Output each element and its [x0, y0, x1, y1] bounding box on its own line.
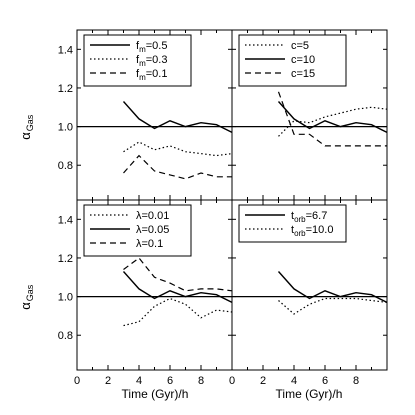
- legend: λ=0.01 λ=0.05 λ=0.1: [83, 204, 192, 257]
- legend-label: c=5: [291, 40, 309, 52]
- x-tick-label: 4: [291, 375, 297, 387]
- legend-label: λ=0.1: [136, 238, 163, 250]
- legend-box: [83, 34, 192, 87]
- legend-label: fm=0.5: [136, 40, 167, 54]
- legend-box: [83, 204, 192, 257]
- y-tick-label: 0.8: [58, 160, 73, 172]
- series-line: [123, 154, 232, 180]
- legend-label: torb=6.7: [291, 210, 327, 224]
- x-tick-label: 4: [136, 375, 142, 387]
- y-tick-label: 1.0: [58, 122, 73, 134]
- x-axis-label-left: Time (Gyr)/h: [122, 387, 189, 401]
- panel-top-right: c=5 c=10 c=15: [231, 29, 388, 201]
- legend-box: [238, 34, 347, 87]
- legend-label: c=15: [291, 68, 315, 80]
- series-line: [122, 101, 233, 134]
- panel-bottom-left: 0.8 1.0 1.2 1.4 0 2 4 6 8 λ=0.01 λ=0.05 λ=0.1: [58, 199, 233, 387]
- x-tick-label: 0: [74, 375, 80, 387]
- y-axis-label-main: α: [18, 132, 33, 140]
- legend: fm=0.5fm=0.3fm=0.1: [83, 34, 192, 87]
- legend: c=5 c=10 c=15: [238, 34, 347, 87]
- y-tick-label: 1.0: [58, 292, 73, 304]
- x-tick-label: 6: [322, 375, 328, 387]
- x-tick-label: 6: [167, 375, 173, 387]
- series-line: [278, 297, 388, 315]
- x-tick-label: 0: [229, 375, 235, 387]
- x-axis-label-right: Time (Gyr)/h: [276, 387, 343, 401]
- series-line: [277, 271, 388, 304]
- panels-layer: 0.8 1.0 1.2 1.4 fm=0.5fm=0.3fm=0.1 c=5 c=10 c=1…: [58, 29, 388, 387]
- y-tick-label: 1.4: [58, 214, 73, 226]
- x-tick-label: 8: [198, 375, 204, 387]
- legend-label: λ=0.01: [136, 210, 169, 222]
- x-tick-label: 2: [260, 375, 266, 387]
- legend-label: torb=10.0: [291, 224, 333, 238]
- legend-box: [238, 204, 347, 243]
- y-axis-label-bottom: α Gas: [18, 284, 35, 310]
- legend-label: fm=0.1: [136, 68, 167, 82]
- series-line: [278, 106, 388, 137]
- series-line: [277, 101, 388, 134]
- y-tick-label: 1.2: [58, 253, 73, 265]
- y-axis-label-main: α: [18, 302, 33, 310]
- series-line: [123, 297, 233, 327]
- y-axis-label-sub: Gas: [25, 284, 35, 301]
- x-tick-label: 2: [105, 375, 111, 387]
- y-axis-label-sub: Gas: [25, 114, 35, 131]
- x-tick-label: 8: [353, 375, 359, 387]
- y-tick-label: 1.4: [58, 44, 73, 56]
- legend-label: λ=0.05: [136, 224, 169, 236]
- legend-label: fm=0.3: [136, 54, 167, 68]
- legend-label: c=10: [291, 54, 315, 66]
- series-line: [123, 257, 233, 292]
- series-line: [122, 271, 233, 304]
- series-line: [277, 91, 387, 147]
- y-axis-label-top: α Gas: [18, 114, 35, 140]
- series-line: [123, 141, 233, 157]
- y-tick-label: 0.8: [58, 330, 73, 342]
- panel-top-left: 0.8 1.0 1.2 1.4 fm=0.5fm=0.3fm=0.1: [58, 29, 233, 201]
- y-tick-label: 1.2: [58, 83, 73, 95]
